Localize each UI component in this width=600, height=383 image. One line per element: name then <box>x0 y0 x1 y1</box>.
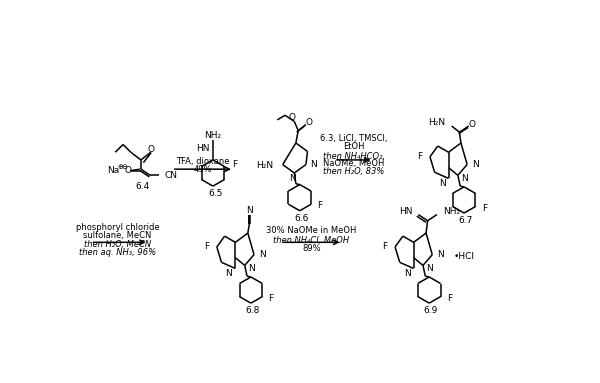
Text: H₂N: H₂N <box>256 161 274 170</box>
Text: F: F <box>317 201 322 210</box>
Text: NaOMe, MeOH: NaOMe, MeOH <box>323 159 385 168</box>
Text: EtOH: EtOH <box>343 142 365 151</box>
Text: O: O <box>124 166 131 175</box>
Text: F: F <box>417 152 422 161</box>
Text: sulfolane, MeCN: sulfolane, MeCN <box>83 231 152 240</box>
Text: N: N <box>439 178 445 188</box>
Text: 6.3, LiCl, TMSCl,: 6.3, LiCl, TMSCl, <box>320 134 388 143</box>
Text: NH₂: NH₂ <box>443 207 460 216</box>
Text: N: N <box>259 250 265 259</box>
Text: F: F <box>204 242 209 251</box>
Text: F: F <box>482 203 487 213</box>
Text: N: N <box>461 174 468 183</box>
Text: HN: HN <box>196 144 210 153</box>
Text: 6.5: 6.5 <box>208 189 223 198</box>
Text: phosphoryl chloride: phosphoryl chloride <box>76 223 160 232</box>
Text: then aq. NH₃, 96%: then aq. NH₃, 96% <box>79 248 156 257</box>
Text: N: N <box>248 264 254 273</box>
Text: N: N <box>437 250 443 259</box>
Text: then NH₄Cl, MeOH: then NH₄Cl, MeOH <box>274 236 349 244</box>
Text: N: N <box>289 174 296 183</box>
Text: O: O <box>289 113 296 122</box>
Text: 49%: 49% <box>194 165 212 173</box>
Text: then NH₄HCO₂,: then NH₄HCO₂, <box>323 152 385 160</box>
Text: N: N <box>426 264 433 273</box>
Text: ⊖: ⊖ <box>122 164 128 170</box>
Text: 89%: 89% <box>302 244 320 253</box>
Text: then H₂O, 83%: then H₂O, 83% <box>323 167 385 176</box>
Text: CN: CN <box>164 171 177 180</box>
Text: N: N <box>404 268 410 278</box>
Text: NH₂: NH₂ <box>205 131 221 140</box>
Text: 30% NaOMe in MeOH: 30% NaOMe in MeOH <box>266 226 356 235</box>
Text: F: F <box>382 242 388 251</box>
Text: H₂N: H₂N <box>428 118 445 128</box>
Text: 6.4: 6.4 <box>136 182 149 192</box>
Text: O: O <box>469 120 475 129</box>
Text: N: N <box>310 160 317 169</box>
Text: ⊕: ⊕ <box>117 164 123 170</box>
Text: O: O <box>305 118 313 128</box>
Text: TFA, dioxane: TFA, dioxane <box>176 157 230 166</box>
Text: N: N <box>472 160 479 169</box>
Text: then H₂O, MeCN: then H₂O, MeCN <box>84 240 151 249</box>
Text: F: F <box>269 294 274 303</box>
Text: 6.8: 6.8 <box>245 306 260 315</box>
Text: N: N <box>246 206 253 215</box>
Text: F: F <box>447 294 452 303</box>
Text: F: F <box>232 160 237 169</box>
Text: •HCl: •HCl <box>454 252 475 261</box>
Text: 6.6: 6.6 <box>294 214 308 223</box>
Text: 6.7: 6.7 <box>458 216 473 225</box>
Text: Na: Na <box>107 166 120 175</box>
Text: N: N <box>226 268 232 278</box>
Text: 6.9: 6.9 <box>424 306 438 315</box>
Text: O: O <box>148 145 154 154</box>
Text: HN: HN <box>398 207 412 216</box>
